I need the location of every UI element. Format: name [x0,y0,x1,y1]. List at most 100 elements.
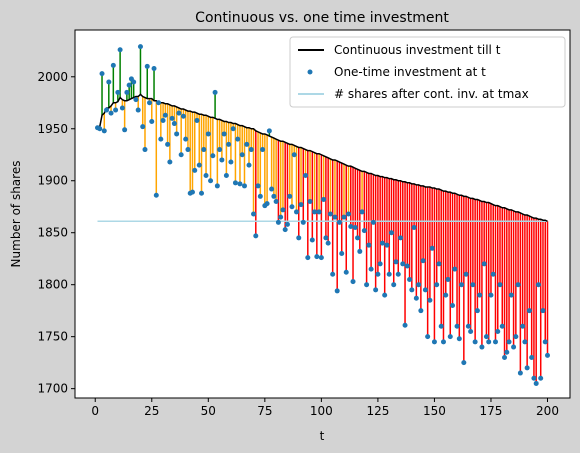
point [131,79,137,85]
point [413,295,419,301]
point [106,79,112,85]
point [377,261,383,267]
point [323,235,329,241]
y-tick-label: 1800 [37,278,68,292]
point [149,118,155,124]
point [463,271,469,277]
point [452,266,458,272]
legend-marker [307,69,313,75]
point [398,235,404,241]
point [97,126,103,132]
point [255,183,261,189]
point [393,259,399,265]
point [142,147,148,153]
point [472,339,478,345]
point [228,159,234,165]
point [280,207,286,213]
point [212,89,218,95]
point [429,245,435,251]
point [350,279,356,285]
point [422,287,428,293]
point [165,141,171,147]
point [174,131,180,137]
y-tick-label: 1700 [37,382,68,396]
point [260,147,266,153]
point [375,271,381,277]
point [364,282,370,288]
x-tick-label: 150 [423,404,446,418]
point [253,233,259,239]
point [219,157,225,163]
point [402,322,408,328]
point [522,339,528,345]
point [201,147,207,153]
point [425,334,431,340]
y-axis-label: Number of shares [9,161,23,268]
point [388,230,394,236]
y-tick-label: 1900 [37,174,68,188]
point [407,276,413,282]
point [420,258,426,264]
point [133,97,139,103]
point [418,308,424,314]
point [346,211,352,217]
point [488,292,494,298]
point [524,365,530,371]
point [223,173,229,179]
point [309,237,315,243]
point [431,339,437,345]
x-tick-label: 50 [201,404,216,418]
point [156,100,162,106]
point [108,110,114,116]
point [221,131,227,137]
legend-box [289,36,566,108]
point [332,214,338,220]
point [241,183,247,189]
point [531,375,537,381]
point [244,141,250,147]
point [144,63,150,69]
point [230,126,236,132]
point [497,282,503,288]
point [289,204,295,210]
point [533,380,539,386]
point [160,117,166,123]
point [495,328,501,334]
point [542,339,548,345]
point [391,282,397,288]
point [470,282,476,288]
point [529,354,535,360]
point [336,219,342,225]
x-tick-label: 75 [257,404,272,418]
point [264,201,270,207]
point [300,219,306,225]
point [348,223,354,229]
x-tick-label: 125 [366,404,389,418]
point [316,209,322,215]
point [386,271,392,277]
point [477,292,483,298]
point [269,186,275,192]
point [479,344,485,350]
point [465,323,471,329]
point [140,124,146,130]
point [185,147,191,153]
point [151,65,157,71]
point [357,248,363,254]
point [194,117,200,123]
point [370,219,376,225]
x-tick-label: 175 [480,404,503,418]
point [257,193,263,199]
point [104,107,110,113]
legend-label: Continuous investment till t [334,43,501,57]
y-tick-label: 1750 [37,330,68,344]
point [147,100,153,106]
point [199,190,205,196]
point [382,292,388,298]
point [468,328,474,334]
point [171,121,177,127]
point [183,136,189,142]
y-tick-label: 1850 [37,226,68,240]
point [325,240,331,246]
point [271,193,277,199]
